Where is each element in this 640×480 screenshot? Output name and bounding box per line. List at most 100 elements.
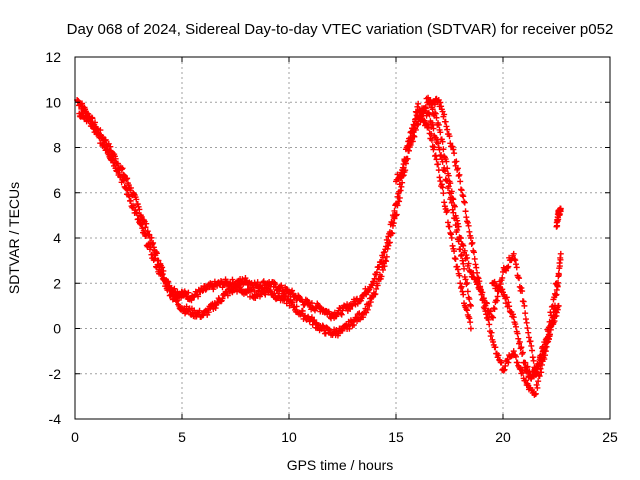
data-point-interp: [459, 257, 466, 264]
data-point-interp: [305, 299, 312, 306]
data-point: [467, 235, 474, 241]
data-point-interp: [384, 245, 391, 252]
data-point-interp: [464, 279, 471, 286]
data-point-interp: [483, 300, 490, 307]
data-point-interp: [490, 305, 497, 312]
data-point-interp: [464, 254, 471, 261]
data-point-interp: [347, 306, 354, 313]
y-tick-label: -4: [49, 411, 62, 427]
data-point-interp: [530, 357, 537, 364]
data-point-interp: [437, 178, 444, 185]
data-point-interp: [373, 285, 380, 292]
data-point: [414, 103, 421, 110]
data-point-interp: [532, 390, 539, 397]
data-point-interp: [447, 180, 454, 187]
data-point: [457, 178, 464, 185]
data-point-interp: [136, 206, 143, 213]
data-point-interp: [467, 301, 474, 308]
data-point: [467, 302, 474, 309]
y-axis-label: SDTVAR / TECUs: [6, 182, 22, 294]
data-point-interp: [487, 308, 494, 315]
data-point-interp: [205, 309, 212, 316]
data-point-interp: [87, 117, 94, 124]
data-point-interp: [385, 242, 392, 249]
data-point-interp: [511, 256, 518, 263]
grid-lines: [75, 57, 610, 419]
data-point-interp: [441, 203, 448, 210]
data-point-interp: [512, 353, 519, 360]
y-tick-label: 2: [53, 275, 61, 291]
data-point-interp: [497, 281, 504, 288]
data-point-interp: [465, 222, 472, 229]
data-point-interp: [461, 265, 468, 272]
data-point-interp: [389, 230, 396, 237]
data-point-interp: [97, 127, 104, 134]
data-point-interp: [297, 311, 304, 318]
data-point-interp: [519, 350, 526, 357]
data-point-interp: [114, 160, 121, 167]
data-point-interp: [477, 286, 484, 293]
data-point-interp: [454, 266, 461, 273]
data-point-interp: [488, 329, 495, 336]
data-point-interp: [195, 293, 202, 300]
data-point-interp: [174, 297, 181, 304]
data-point-interp: [428, 131, 435, 138]
data-point-interp: [449, 195, 456, 202]
series-track-e: [489, 278, 562, 382]
data-point-interp: [405, 147, 412, 154]
data-point-interp: [137, 221, 144, 228]
data-point-interp: [138, 221, 145, 228]
data-point-interp: [438, 181, 445, 188]
data-point-interp: [372, 291, 379, 298]
data-point-interp: [474, 281, 481, 288]
data-point-interp: [416, 115, 423, 122]
y-tick-label: 8: [53, 140, 61, 156]
data-point-interp: [451, 203, 458, 210]
data-point-interp: [383, 258, 390, 265]
data-point-interp: [466, 315, 473, 322]
data-point-interp: [441, 199, 448, 206]
data-point-interp: [457, 235, 464, 242]
data-point-interp: [448, 234, 455, 241]
data-point-interp: [394, 202, 401, 209]
data-point-interp: [219, 295, 226, 302]
data-point-interp: [512, 257, 519, 264]
data-point-interp: [447, 140, 454, 147]
data-point-interp: [365, 287, 372, 294]
data-point-interp: [183, 303, 190, 310]
data-point-interp: [437, 129, 444, 136]
data-point: [101, 137, 108, 144]
data-point-interp: [486, 321, 493, 328]
data-point-interp: [422, 104, 429, 111]
series-late-segment: [553, 205, 564, 230]
x-tick-label: 15: [388, 429, 404, 445]
data-point-interp: [153, 264, 160, 271]
data-point-interp: [440, 146, 447, 153]
data-point-interp: [415, 121, 422, 128]
data-point: [435, 121, 442, 128]
data-point-interp: [436, 174, 443, 181]
data-point-interp: [525, 334, 532, 341]
data-point-interp: [473, 264, 480, 271]
data-point-interp: [409, 128, 416, 135]
data-point-interp: [514, 330, 521, 337]
data-point-interp: [505, 299, 512, 306]
data-point-interp: [500, 367, 507, 374]
data-point-interp: [480, 295, 487, 302]
data-point: [446, 133, 453, 140]
data-point-interp: [525, 329, 532, 336]
data-point-interp: [255, 287, 262, 294]
data-point-interp: [522, 377, 529, 384]
data-point-interp: [398, 183, 405, 190]
data-point-interp: [272, 281, 279, 288]
data-point-interp: [153, 250, 160, 257]
data-point-interp: [464, 307, 471, 314]
data-point-interp: [516, 275, 523, 282]
data-point-interp: [367, 299, 374, 306]
data-point-interp: [364, 306, 371, 313]
data-point-interp: [378, 273, 385, 280]
data-point-interp: [449, 206, 456, 213]
data-point-interp: [444, 126, 451, 133]
data-point-interp: [456, 171, 463, 178]
data-point-interp: [166, 285, 173, 292]
